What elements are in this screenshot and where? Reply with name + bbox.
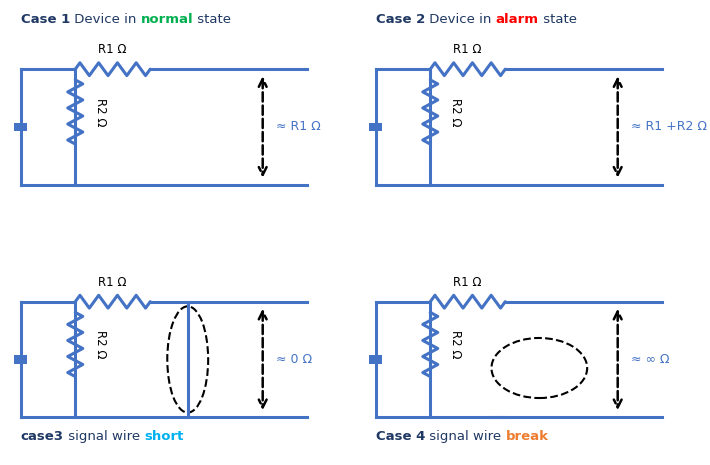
Text: signal wire: signal wire <box>425 430 506 443</box>
Text: Case 4: Case 4 <box>376 430 425 443</box>
Text: R1 Ω: R1 Ω <box>454 43 482 56</box>
Text: R1 Ω: R1 Ω <box>99 276 127 289</box>
Text: normal: normal <box>141 13 193 27</box>
Text: R2 Ω: R2 Ω <box>94 330 107 359</box>
Text: ≈ ∞ Ω: ≈ ∞ Ω <box>631 353 670 366</box>
Text: R2 Ω: R2 Ω <box>449 98 462 126</box>
Text: state: state <box>539 13 577 27</box>
Bar <box>369 355 382 364</box>
Text: ≈ R1 +R2 Ω: ≈ R1 +R2 Ω <box>631 120 707 133</box>
Text: case3: case3 <box>21 430 64 443</box>
Text: short: short <box>144 430 183 443</box>
Text: break: break <box>506 430 549 443</box>
Text: Device in: Device in <box>70 13 141 27</box>
Text: state: state <box>193 13 231 27</box>
Circle shape <box>488 336 591 400</box>
Circle shape <box>491 338 587 398</box>
Text: alarm: alarm <box>496 13 539 27</box>
Text: R2 Ω: R2 Ω <box>449 330 462 359</box>
Text: ≈ 0 Ω: ≈ 0 Ω <box>276 353 312 366</box>
Text: signal wire: signal wire <box>64 430 144 443</box>
Text: R2 Ω: R2 Ω <box>94 98 107 126</box>
Bar <box>14 355 27 364</box>
Text: R1 Ω: R1 Ω <box>99 43 127 56</box>
Text: Case 2: Case 2 <box>376 13 425 27</box>
Text: Case 1: Case 1 <box>21 13 70 27</box>
Text: R1 Ω: R1 Ω <box>454 276 482 289</box>
Text: Device in: Device in <box>425 13 496 27</box>
Text: ≈ R1 Ω: ≈ R1 Ω <box>276 120 321 133</box>
Bar <box>369 123 382 131</box>
Bar <box>14 123 27 131</box>
